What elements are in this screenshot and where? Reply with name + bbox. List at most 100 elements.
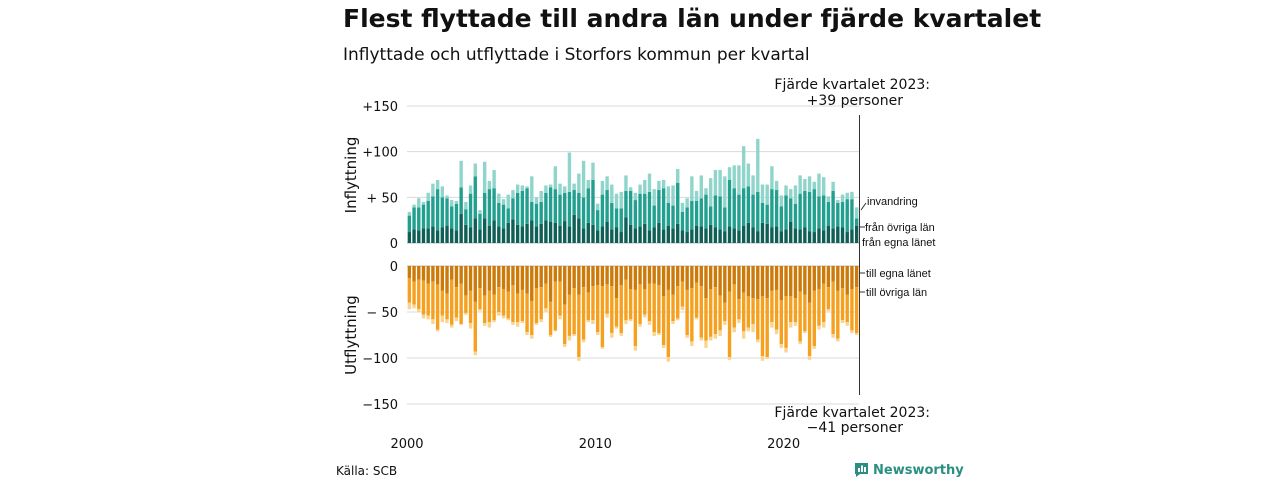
bar-outflow-utvandring xyxy=(501,315,506,319)
bar-inflow-ovriga-lan xyxy=(511,198,515,220)
y-tick-label: 0 xyxy=(390,237,398,252)
bar-inflow-egna-lanet xyxy=(760,222,765,243)
bar-inflow-invandring xyxy=(770,166,774,190)
bar-outflow-utvandring xyxy=(468,323,473,329)
bar-inflow-invandring xyxy=(751,175,755,195)
bar-inflow-egna-lanet xyxy=(591,224,595,243)
bar-inflow-invandring xyxy=(798,175,802,194)
bar-outflow-egna-lanet xyxy=(633,266,638,290)
series-labels: invandring från övriga län från egna län… xyxy=(860,196,935,299)
bar-outflow-utvandring xyxy=(431,319,435,324)
bar-inflow-invandring xyxy=(826,196,831,202)
bar-outflow-ovriga-lan xyxy=(756,299,760,340)
bar-outflow-ovriga-lan xyxy=(666,289,671,358)
bar-inflow-ovriga-lan xyxy=(737,194,741,231)
bar-outflow-utvandring xyxy=(826,309,831,312)
bar-outflow-utvandring xyxy=(741,331,746,339)
bar-outflow-egna-lanet xyxy=(563,266,567,305)
bar-outflow-utvandring xyxy=(600,346,605,349)
bar-inflow-ovriga-lan xyxy=(614,208,619,228)
bar-outflow-egna-lanet xyxy=(756,266,760,300)
bar-outflow-egna-lanet xyxy=(638,266,642,285)
bar-outflow-ovriga-lan xyxy=(671,294,675,322)
bar-outflow-ovriga-lan xyxy=(421,280,426,315)
bar-outflow-egna-lanet xyxy=(751,266,755,299)
bar-outflow-utvandring xyxy=(713,334,718,339)
bar-inflow-egna-lanet xyxy=(671,228,675,243)
bar-outflow-ovriga-lan xyxy=(638,284,642,324)
bar-outflow-ovriga-lan xyxy=(544,283,548,309)
bar-outflow-egna-lanet xyxy=(732,266,736,285)
bar-outflow-ovriga-lan xyxy=(478,288,482,310)
bar-outflow-ovriga-lan xyxy=(774,289,779,330)
bar-inflow-invandring xyxy=(732,165,736,189)
bar-inflow-ovriga-lan xyxy=(704,194,708,229)
bar-inflow-invandring xyxy=(741,146,746,189)
bar-outflow-egna-lanet xyxy=(426,266,430,284)
bar-outflow-utvandring xyxy=(482,323,487,326)
bar-inflow-ovriga-lan xyxy=(789,198,793,222)
bar-outflow-ovriga-lan xyxy=(789,296,793,323)
bar-inflow-ovriga-lan xyxy=(840,201,845,228)
bar-inflow-egna-lanet xyxy=(431,226,435,243)
bar-inflow-egna-lanet xyxy=(854,225,859,243)
bar-outflow-egna-lanet xyxy=(746,266,751,297)
bar-inflow-invandring xyxy=(671,185,675,206)
bar-inflow-ovriga-lan xyxy=(624,190,628,218)
bar-inflow-ovriga-lan xyxy=(482,192,487,219)
bar-inflow-invandring xyxy=(661,179,666,189)
bar-inflow-ovriga-lan xyxy=(577,192,581,219)
bar-outflow-egna-lanet xyxy=(577,266,581,295)
chart-subtitle: Inflyttade och utflyttade i Storfors kom… xyxy=(343,45,810,65)
brand-name: Newsworthy xyxy=(873,462,964,478)
bar-inflow-ovriga-lan xyxy=(539,201,543,224)
brand-logo[interactable]: Newsworthy xyxy=(854,462,964,478)
bar-outflow-egna-lanet xyxy=(515,266,520,294)
bar-outflow-utvandring xyxy=(661,345,666,348)
bar-outflow-ovriga-lan xyxy=(553,281,558,331)
bar-inflow-ovriga-lan xyxy=(812,189,816,233)
y-tick-label: −150 xyxy=(362,398,398,413)
bar-inflow-egna-lanet xyxy=(450,228,454,243)
bar-inflow-egna-lanet xyxy=(548,221,553,243)
bar-outflow-utvandring xyxy=(440,315,445,323)
bar-outflow-utvandring xyxy=(426,315,430,320)
bar-outflow-ovriga-lan xyxy=(581,287,586,340)
bar-inflow-invandring xyxy=(793,185,798,204)
bar-outflow-ovriga-lan xyxy=(708,289,713,337)
bar-outflow-utvandring xyxy=(473,351,477,356)
bar-outflow-egna-lanet xyxy=(666,266,671,290)
bar-inflow-ovriga-lan xyxy=(473,176,477,219)
bar-inflow-ovriga-lan xyxy=(487,189,492,226)
bar-outflow-utvandring xyxy=(577,357,581,361)
bar-inflow-egna-lanet xyxy=(751,227,755,243)
bar-inflow-ovriga-lan xyxy=(652,205,656,228)
bar-inflow-ovriga-lan xyxy=(591,179,595,225)
bar-inflow-egna-lanet xyxy=(741,225,746,243)
bar-outflow-utvandring xyxy=(765,357,769,359)
bar-outflow-ovriga-lan xyxy=(680,281,685,307)
bar-inflow-egna-lanet xyxy=(633,228,638,243)
bar-outflow-egna-lanet xyxy=(708,266,713,289)
bar-inflow-egna-lanet xyxy=(497,226,501,243)
bar-outflow-ovriga-lan xyxy=(765,298,769,358)
bar-inflow-ovriga-lan xyxy=(586,188,590,223)
bar-outflow-ovriga-lan xyxy=(713,287,718,335)
bar-inflow-invandring xyxy=(821,177,826,196)
bar-inflow-ovriga-lan xyxy=(417,207,421,231)
bar-inflow-invandring xyxy=(459,160,463,188)
bar-inflow-invandring xyxy=(680,202,685,212)
bar-outflow-ovriga-lan xyxy=(595,285,600,333)
bar-inflow-ovriga-lan xyxy=(548,187,553,222)
bar-inflow-ovriga-lan xyxy=(492,188,496,221)
bar-outflow-egna-lanet xyxy=(468,266,473,291)
bar-outflow-egna-lanet xyxy=(421,266,426,281)
bar-inflow-ovriga-lan xyxy=(454,203,459,231)
bar-inflow-ovriga-lan xyxy=(680,211,685,231)
bar-outflow-utvandring xyxy=(676,318,680,321)
bar-outflow-egna-lanet xyxy=(817,266,821,289)
bar-outflow-egna-lanet xyxy=(435,266,440,285)
bar-outflow-ovriga-lan xyxy=(548,301,553,335)
bar-inflow-egna-lanet xyxy=(784,229,788,243)
